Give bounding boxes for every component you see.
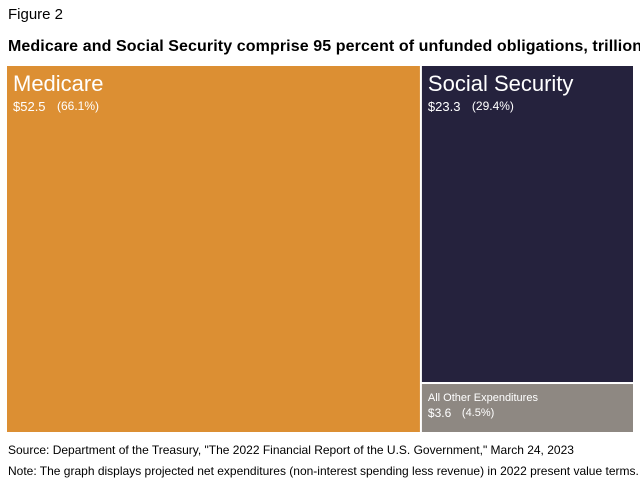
tile-all-other-expenditures-label: All Other Expenditures xyxy=(428,392,539,404)
tile-all-other-expenditures xyxy=(421,384,633,432)
tile-medicare-value: $52.5 xyxy=(13,99,46,114)
tile-all-other-expenditures-percent: (4.5%) xyxy=(462,407,494,419)
source-note: Source: Department of the Treasury, "The… xyxy=(8,443,574,457)
figure-label: Figure 2 xyxy=(8,6,64,23)
tile-medicare-label: Medicare xyxy=(13,71,103,96)
tile-social-security xyxy=(421,66,633,383)
tile-medicare xyxy=(7,66,420,432)
tile-medicare-percent: (66.1%) xyxy=(57,99,99,113)
tile-social-security-percent: (29.4%) xyxy=(472,99,514,113)
tile-all-other-expenditures-value: $3.6 xyxy=(428,406,452,420)
treemap-chart: Medicare $52.5 (66.1%) Social Security $23.3… xyxy=(7,66,633,432)
footnote: Note: The graph displays projected net e… xyxy=(8,464,639,478)
chart-title: Medicare and Social Security comprise 95… xyxy=(8,38,640,55)
tile-social-security-value: $23.3 xyxy=(428,99,461,114)
tile-social-security-label: Social Security xyxy=(428,71,574,96)
